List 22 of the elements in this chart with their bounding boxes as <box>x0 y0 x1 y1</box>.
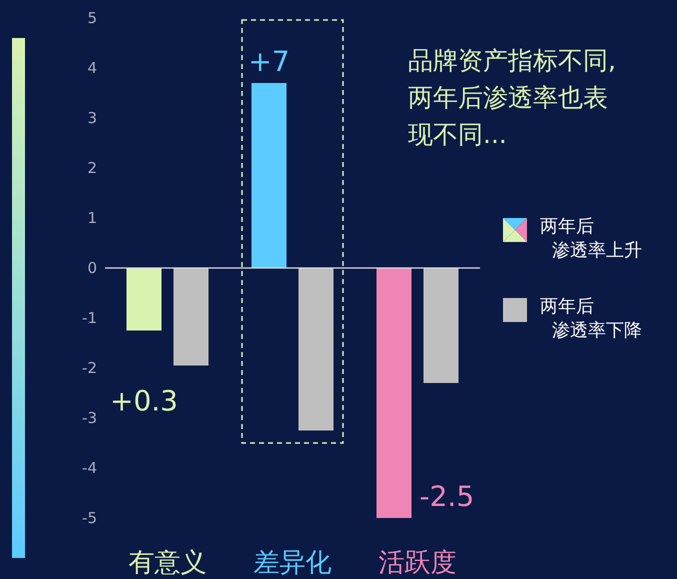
annotation: +0.3 <box>110 384 178 418</box>
legend-label: 两年后渗透率上升 <box>540 216 642 261</box>
annotation: -2.5 <box>420 480 474 513</box>
y-tick-label: -3 <box>82 409 97 427</box>
x-tick-label: 有意义 <box>128 548 206 578</box>
y-tick-label: -5 <box>82 509 97 527</box>
x-tick-label: 差异化 <box>254 548 332 578</box>
y-tick-label: 2 <box>87 159 97 177</box>
y-tick-label: 1 <box>87 209 97 227</box>
title: 品牌资产指标不同,两年后渗透率也表现不同... <box>408 45 617 151</box>
legend-item: 两年后渗透率下降 <box>503 296 642 341</box>
y-tick-label: 4 <box>87 59 97 77</box>
y-tick-label: -4 <box>82 459 97 477</box>
legend-item: 两年后渗透率上升 <box>503 216 642 261</box>
y-tick-label: 3 <box>87 109 97 127</box>
y-tick-label: 5 <box>87 9 97 27</box>
x-tick-label: 活跃度 <box>378 548 456 578</box>
y-tick-label: -1 <box>82 309 97 327</box>
y-tick-label: 0 <box>87 259 97 277</box>
annotation: +7 <box>248 45 290 78</box>
legend-label: 两年后渗透率下降 <box>540 296 642 341</box>
y-tick-label: -2 <box>82 359 97 377</box>
